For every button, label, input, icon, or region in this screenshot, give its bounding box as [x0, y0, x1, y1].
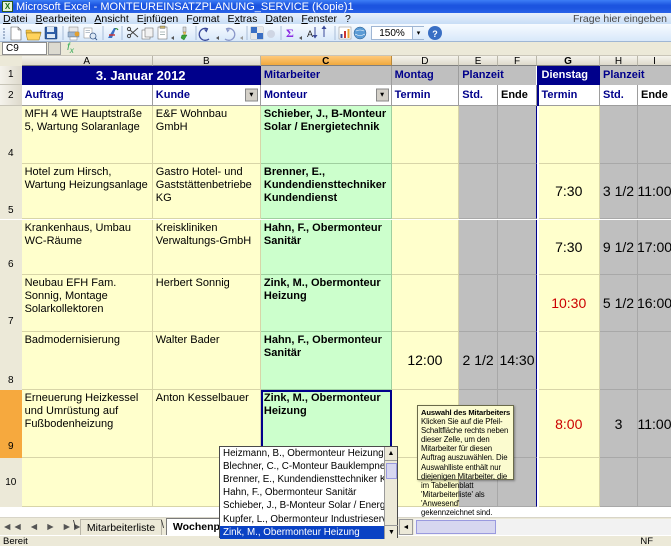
svg-text:Σ: Σ	[286, 26, 294, 40]
svg-text:?: ?	[432, 29, 438, 39]
